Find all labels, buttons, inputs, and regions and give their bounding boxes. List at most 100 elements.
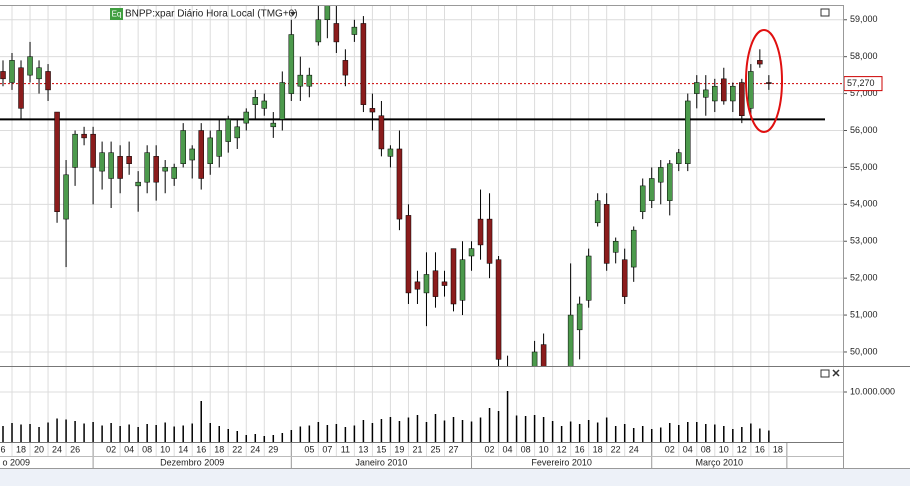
- volume-bar: [65, 419, 67, 442]
- maximize-icon[interactable]: [820, 8, 830, 17]
- x-tick-label: 16: [755, 444, 765, 454]
- x-tick-label: 04: [124, 444, 134, 454]
- candle-body: [18, 67, 24, 109]
- volume-bar: [290, 430, 293, 442]
- candle-body: [243, 111, 250, 124]
- volume-bar: [416, 415, 419, 442]
- candle-body: [432, 270, 439, 297]
- volume-bar: [750, 423, 752, 442]
- volume-bar: [2, 426, 4, 442]
- candle-body: [117, 156, 123, 179]
- x-tick-label: 13: [358, 444, 368, 454]
- grid: [0, 5, 843, 456]
- title-bar[interactable]: Eq BNPP:xpar Diário Hora Local (TMG+0): [110, 8, 298, 20]
- x-tick-label: 6: [0, 444, 5, 454]
- volume-bar: [723, 426, 725, 442]
- candle-body: [639, 185, 646, 212]
- candle-body: [324, 5, 331, 21]
- volume-bar: [434, 414, 437, 442]
- volume-bar: [164, 422, 166, 442]
- candle-body: [730, 85, 736, 102]
- maximize-icon[interactable]: [820, 369, 830, 378]
- y-tick-label: 57,000: [850, 88, 878, 98]
- candle-body: [712, 85, 718, 102]
- volume-bar: [569, 421, 572, 442]
- candle-body: [459, 259, 466, 301]
- volume-bar: [551, 421, 554, 442]
- x-tick-label: 27: [448, 444, 458, 454]
- x-tick-label: 21: [412, 444, 422, 454]
- volume-bar: [605, 417, 608, 442]
- volume-bar: [533, 415, 536, 442]
- candle-body: [54, 111, 60, 212]
- volume-bar: [641, 426, 644, 442]
- candle-body: [9, 60, 15, 83]
- y-tick-label: 54,000: [850, 199, 878, 209]
- volume-bar: [578, 424, 581, 442]
- volume-bar: [146, 424, 148, 442]
- x-tick-label: 16: [196, 444, 206, 454]
- y-tick-label: 59,000: [850, 14, 878, 24]
- candle-body: [135, 181, 141, 187]
- month-label: o 2009: [2, 457, 30, 467]
- candle-body: [315, 19, 322, 43]
- volume-bar: [479, 417, 482, 442]
- y-tick-label: 50,000: [850, 346, 878, 356]
- candle-body: [450, 248, 457, 305]
- x-tick-label: 18: [214, 444, 224, 454]
- volume-bar: [497, 411, 500, 442]
- volume-bar: [705, 424, 707, 442]
- volume-bar: [74, 421, 76, 442]
- volume-bar: [506, 391, 509, 442]
- month-label: Fevereiro 2010: [531, 457, 592, 467]
- volume-bar: [101, 425, 103, 442]
- volume-bar: [461, 420, 464, 442]
- candle-body: [108, 152, 114, 179]
- status-strip: [0, 468, 910, 486]
- candle-body: [189, 148, 195, 161]
- candle-body: [144, 152, 150, 183]
- volume-bar: [596, 422, 599, 442]
- volume-bar: [632, 428, 635, 442]
- x-tick-label: 16: [575, 444, 585, 454]
- x-tick-label: 18: [593, 444, 603, 454]
- volume-bar: [452, 417, 455, 442]
- x-tick-label: 29: [268, 444, 278, 454]
- candle-body: [171, 167, 177, 179]
- x-tick-label: 02: [106, 444, 116, 454]
- volume-bar: [732, 429, 734, 442]
- candle-body: [225, 119, 231, 142]
- candle-body: [585, 255, 592, 301]
- month-label: Dezembro 2009: [160, 457, 224, 467]
- close-icon[interactable]: [832, 369, 840, 377]
- volume-bar: [245, 435, 248, 442]
- x-tick-label: 10: [160, 444, 170, 454]
- volume-bar: [254, 434, 257, 442]
- candle-body: [369, 108, 376, 113]
- candle-body: [423, 274, 430, 294]
- volume-bar: [623, 424, 626, 442]
- volume-bar: [687, 422, 689, 442]
- candle-body: [90, 133, 96, 168]
- x-tick-label: 20: [34, 444, 44, 454]
- volume-bar: [398, 421, 401, 442]
- dropdown-arrow[interactable]: [290, 12, 296, 16]
- last-price-label: 57,270: [847, 78, 875, 88]
- candle-body: [72, 133, 78, 168]
- candle-body: [99, 152, 105, 172]
- volume-bar: [371, 423, 374, 442]
- x-tick-label: 24: [52, 444, 62, 454]
- x-tick-label: 08: [701, 444, 711, 454]
- chart-title: BNPP:xpar Diário Hora Local (TMG+0): [125, 9, 298, 20]
- volume-bar: [741, 427, 743, 442]
- volume-bar: [155, 425, 157, 442]
- volume-bar: [281, 433, 284, 442]
- month-label: Janeiro 2010: [355, 457, 407, 467]
- volume-bar: [191, 423, 193, 442]
- x-tick-label: 18: [773, 444, 783, 454]
- volume-bar: [299, 426, 302, 442]
- candle-body: [153, 156, 159, 183]
- volume-bar: [218, 426, 220, 442]
